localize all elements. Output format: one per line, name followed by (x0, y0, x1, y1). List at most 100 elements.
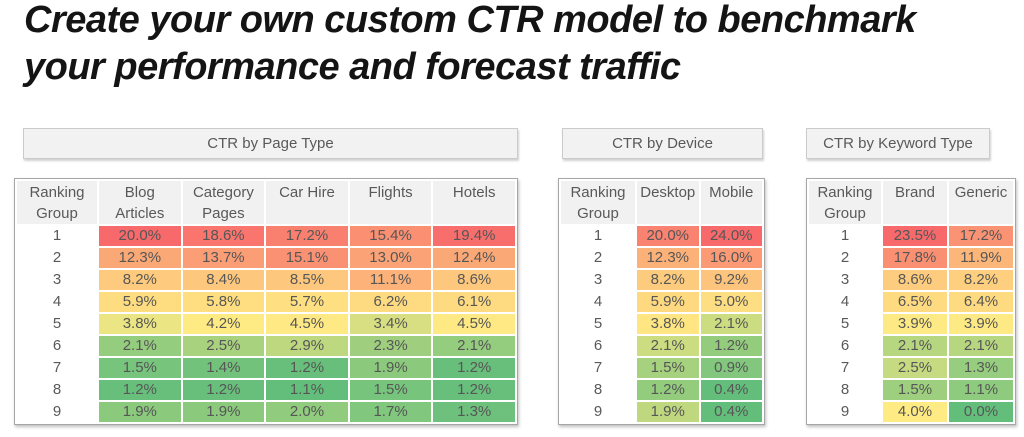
ctr-value-cell: 23.5% (883, 226, 947, 246)
ctr-value-cell: 20.0% (637, 226, 699, 246)
ctr-value-cell: 2.1% (949, 336, 1013, 356)
ctr-value-cell: 18.6% (182, 226, 265, 246)
ranking-group-cell: 1 (17, 226, 97, 246)
ctr-value-cell: 1.9% (99, 402, 181, 422)
ctr-value-cell: 2.9% (266, 336, 348, 356)
ctr-value-cell: 1.2% (637, 380, 699, 400)
ctr-value-cell: 19.4% (433, 226, 515, 246)
table-row: 2 12.3% 16.0% (561, 248, 762, 268)
ranking-group-cell: 8 (17, 380, 97, 400)
table-row: 4 6.5% 6.4% (809, 292, 1013, 312)
ranking-group-cell: 3 (809, 270, 881, 290)
ctr-value-cell: 12.3% (99, 248, 181, 268)
ctr-value-cell: 4.2% (182, 314, 265, 334)
ctr-value-cell: 6.5% (883, 292, 947, 312)
ctr-value-cell: 11.9% (949, 248, 1013, 268)
ctr-value-cell: 3.8% (637, 314, 699, 334)
column-header: Flights (349, 181, 432, 224)
column-header: Category Pages (182, 181, 265, 224)
table-caption-page-type: CTR by Page Type (23, 128, 518, 159)
ranking-group-cell: 6 (17, 336, 97, 356)
ranking-group-cell: 7 (17, 358, 97, 378)
ranking-group-cell: 1 (561, 226, 635, 246)
ranking-group-cell: 3 (561, 270, 635, 290)
table-row: 6 2.1% 2.1% (809, 336, 1013, 356)
ctr-value-cell: 3.4% (349, 314, 432, 334)
ctr-value-cell: 12.3% (637, 248, 699, 268)
table-row: 9 1.9% 0.4% (561, 402, 762, 422)
ctr-value-cell: 0.9% (700, 358, 762, 378)
ctr-value-cell: 0.4% (700, 402, 762, 422)
row-group-header: Ranking Group (809, 181, 881, 224)
ranking-group-cell: 2 (561, 248, 635, 268)
table-row: 9 1.9% 1.9% 2.0% 1.7% 1.3% (17, 402, 515, 422)
ctr-value-cell: 8.6% (433, 270, 515, 290)
slide-title: Create your own custom CTR model to benc… (24, 0, 916, 91)
ctr-value-cell: 13.0% (349, 248, 432, 268)
ranking-group-cell: 9 (809, 402, 881, 422)
ctr-value-cell: 8.2% (637, 270, 699, 290)
ranking-group-cell: 3 (17, 270, 97, 290)
ranking-group-cell: 6 (809, 336, 881, 356)
table-row: 7 2.5% 1.3% (809, 358, 1013, 378)
ctr-value-cell: 2.1% (883, 336, 947, 356)
ctr-value-cell: 2.5% (182, 336, 265, 356)
ctr-value-cell: 5.9% (99, 292, 181, 312)
ranking-group-cell: 5 (561, 314, 635, 334)
table-row: 2 12.3% 13.7% 15.1% 13.0% 12.4% (17, 248, 515, 268)
ctr-value-cell: 5.7% (266, 292, 348, 312)
ranking-group-cell: 8 (561, 380, 635, 400)
column-header: Blog Articles (99, 181, 181, 224)
ctr-value-cell: 8.2% (949, 270, 1013, 290)
ctr-value-cell: 1.3% (949, 358, 1013, 378)
ctr-value-cell: 15.1% (266, 248, 348, 268)
table-row: 1 20.0% 24.0% (561, 226, 762, 246)
table-row: 3 8.2% 8.4% 8.5% 11.1% 8.6% (17, 270, 515, 290)
ctr-value-cell: 4.0% (883, 402, 947, 422)
table-caption-keyword-type: CTR by Keyword Type (806, 128, 990, 159)
column-header: Hotels (433, 181, 515, 224)
column-header: Generic (949, 181, 1013, 224)
ctr-value-cell: 2.1% (637, 336, 699, 356)
table-row: 8 1.5% 1.1% (809, 380, 1013, 400)
heatmap-table-keyword-type: Ranking Group Brand Generic 1 23.5% 17.2% 2 17.… (806, 178, 1016, 425)
ranking-group-cell: 1 (809, 226, 881, 246)
ctr-value-cell: 17.2% (266, 226, 348, 246)
ctr-value-cell: 17.2% (949, 226, 1013, 246)
ctr-value-cell: 8.6% (883, 270, 947, 290)
ranking-group-cell: 5 (809, 314, 881, 334)
ctr-value-cell: 1.9% (182, 402, 265, 422)
ranking-group-cell: 5 (17, 314, 97, 334)
ctr-value-cell: 1.1% (949, 380, 1013, 400)
ctr-value-cell: 1.5% (349, 380, 432, 400)
ranking-group-cell: 2 (17, 248, 97, 268)
ctr-value-cell: 2.3% (349, 336, 432, 356)
ctr-value-cell: 1.2% (266, 358, 348, 378)
ctr-value-cell: 6.1% (433, 292, 515, 312)
ctr-value-cell: 1.5% (637, 358, 699, 378)
ctr-value-cell: 5.8% (182, 292, 265, 312)
ctr-value-cell: 5.9% (637, 292, 699, 312)
column-header: Brand (883, 181, 947, 224)
ctr-value-cell: 1.5% (99, 358, 181, 378)
ctr-value-cell: 3.9% (949, 314, 1013, 334)
ctr-value-cell: 13.7% (182, 248, 265, 268)
ctr-value-cell: 17.8% (883, 248, 947, 268)
ranking-group-cell: 8 (809, 380, 881, 400)
ctr-value-cell: 16.0% (700, 248, 762, 268)
slide-title-line2: your performance and forecast traffic (24, 46, 681, 88)
table-caption-device: CTR by Device (562, 128, 763, 159)
table-row: 8 1.2% 0.4% (561, 380, 762, 400)
ctr-value-cell: 4.5% (266, 314, 348, 334)
table-row: 5 3.8% 4.2% 4.5% 3.4% 4.5% (17, 314, 515, 334)
ctr-value-cell: 1.2% (433, 358, 515, 378)
ctr-value-cell: 11.1% (349, 270, 432, 290)
table-row: 9 4.0% 0.0% (809, 402, 1013, 422)
table-row: 3 8.6% 8.2% (809, 270, 1013, 290)
row-group-header: Ranking Group (561, 181, 635, 224)
ranking-group-cell: 7 (809, 358, 881, 378)
ctr-value-cell: 1.7% (349, 402, 432, 422)
ctr-value-cell: 3.9% (883, 314, 947, 334)
ctr-value-cell: 1.2% (433, 380, 515, 400)
